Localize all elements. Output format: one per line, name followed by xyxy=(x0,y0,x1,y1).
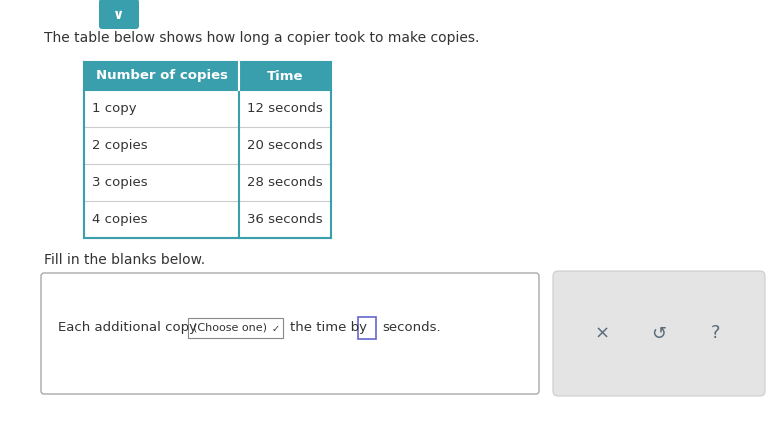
FancyBboxPatch shape xyxy=(41,273,539,394)
Text: Each additional copy: Each additional copy xyxy=(58,321,197,334)
Text: 4 copies: 4 copies xyxy=(92,213,148,226)
Text: 2 copies: 2 copies xyxy=(92,139,148,152)
Text: 1 copy: 1 copy xyxy=(92,102,137,115)
Text: (Choose one): (Choose one) xyxy=(193,323,267,333)
FancyBboxPatch shape xyxy=(553,271,765,396)
Text: ∨: ∨ xyxy=(113,8,125,22)
Text: 36 seconds: 36 seconds xyxy=(247,213,323,226)
Text: Time: Time xyxy=(267,70,303,82)
Text: 20 seconds: 20 seconds xyxy=(247,139,323,152)
Bar xyxy=(84,90,331,127)
Text: Number of copies: Number of copies xyxy=(95,70,228,82)
FancyBboxPatch shape xyxy=(99,0,139,29)
Text: 3 copies: 3 copies xyxy=(92,176,148,189)
Bar xyxy=(84,62,331,90)
Text: ?: ? xyxy=(711,325,721,343)
Text: The table below shows how long a copier took to make copies.: The table below shows how long a copier … xyxy=(44,31,479,45)
Text: the time by: the time by xyxy=(290,321,367,334)
Bar xyxy=(188,318,283,338)
Bar xyxy=(84,127,331,164)
Bar xyxy=(358,317,376,339)
Text: ×: × xyxy=(595,325,610,343)
Text: ↺: ↺ xyxy=(651,325,667,343)
Text: Fill in the blanks below.: Fill in the blanks below. xyxy=(44,253,205,267)
Bar xyxy=(84,201,331,238)
Bar xyxy=(84,164,331,201)
Text: ✓: ✓ xyxy=(272,324,280,334)
Text: 12 seconds: 12 seconds xyxy=(247,102,323,115)
Text: 28 seconds: 28 seconds xyxy=(247,176,323,189)
Text: seconds.: seconds. xyxy=(382,321,441,334)
